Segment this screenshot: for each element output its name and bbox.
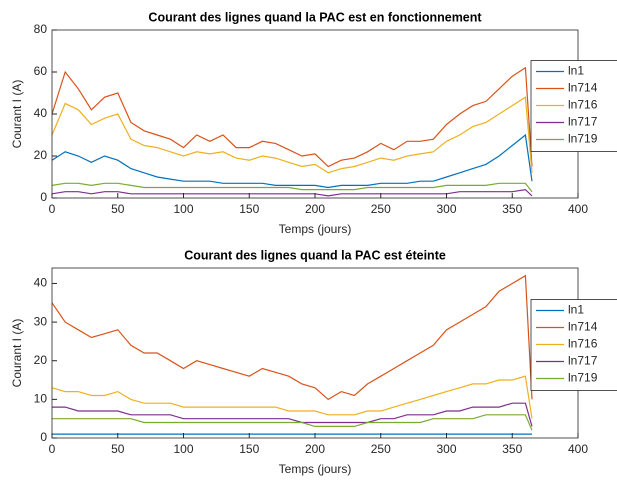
chart-title: Courant des lignes quand la PAC est en f…	[148, 10, 482, 24]
plot-area	[52, 66, 533, 197]
legend-label: ln717	[568, 115, 598, 129]
y-tick-label: 0	[40, 430, 47, 444]
series-line	[52, 133, 533, 189]
series-line	[52, 402, 533, 427]
y-tick-label: 30	[34, 314, 48, 328]
x-tick-label: 250	[371, 202, 391, 216]
y-tick-label: 40	[34, 106, 48, 120]
y-tick-label: 10	[34, 392, 48, 406]
x-tick-label: 250	[371, 442, 391, 456]
x-tick-label: 100	[173, 202, 193, 216]
legend-label: ln714	[568, 81, 598, 95]
y-tick-label: 60	[34, 64, 48, 78]
series-line	[52, 414, 533, 431]
legend: ln1 ln714 ln716 ln717 ln719	[530, 60, 617, 152]
x-tick-label: 150	[239, 202, 259, 216]
y-tick-label: 20	[34, 353, 48, 367]
legend-label: ln1	[568, 64, 584, 78]
y-tick-label: 0	[40, 190, 47, 204]
x-tick-label: 300	[436, 442, 456, 456]
x-tick-label: 400	[568, 202, 588, 216]
series-line	[52, 274, 533, 401]
legend-label: ln714	[568, 320, 598, 334]
y-tick-label: 80	[34, 22, 48, 36]
y-tick-label: 40	[34, 276, 48, 290]
y-tick-label: 20	[34, 148, 48, 162]
series-line	[52, 188, 533, 197]
x-tick-label: 150	[239, 442, 259, 456]
x-tick-label: 350	[502, 442, 522, 456]
legend-label: ln716	[568, 98, 598, 112]
x-tick-label: 300	[436, 202, 456, 216]
x-tick-label: 0	[49, 202, 56, 216]
chart-title: Courant des lignes quand la PAC est étei…	[184, 248, 446, 262]
y-axis-label: Courant I (A)	[10, 80, 24, 149]
legend-label: ln719	[568, 371, 598, 385]
y-axis-label: Courant I (A)	[10, 319, 24, 388]
x-tick-label: 350	[502, 202, 522, 216]
axes-box	[51, 267, 579, 439]
x-tick-label: 50	[111, 202, 125, 216]
legend-label: ln716	[568, 337, 598, 351]
plot-area	[52, 274, 533, 435]
x-tick-label: 200	[305, 442, 325, 456]
x-tick-label: 50	[111, 442, 125, 456]
legend: ln1 ln714 ln716 ln717 ln719	[530, 299, 617, 391]
legend-label: ln717	[568, 354, 598, 368]
x-axis-label: Temps (jours)	[279, 222, 352, 236]
x-tick-label: 200	[305, 202, 325, 216]
x-tick-label: 400	[568, 442, 588, 456]
series-line	[52, 182, 533, 193]
series-line	[52, 96, 533, 174]
x-tick-label: 0	[49, 442, 56, 456]
x-tick-label: 100	[173, 442, 193, 456]
series-line	[52, 66, 533, 168]
x-axis-label: Temps (jours)	[279, 462, 352, 476]
legend-label: ln1	[568, 303, 584, 317]
legend-label: ln719	[568, 132, 598, 146]
series-line	[52, 375, 533, 419]
